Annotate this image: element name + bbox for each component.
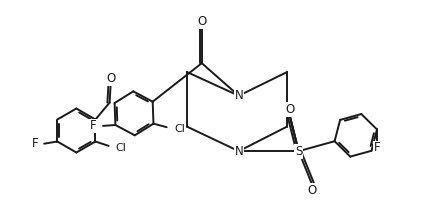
Text: F: F <box>32 137 39 150</box>
Text: S: S <box>295 145 302 158</box>
Text: N: N <box>234 145 243 158</box>
Text: O: O <box>197 15 206 28</box>
Text: F: F <box>374 141 380 155</box>
Text: Cl: Cl <box>175 123 185 133</box>
Text: Cl: Cl <box>115 143 126 153</box>
Text: N: N <box>234 89 243 102</box>
Text: O: O <box>285 103 295 116</box>
Text: F: F <box>90 119 97 132</box>
Text: O: O <box>106 72 115 85</box>
Text: O: O <box>307 184 316 197</box>
